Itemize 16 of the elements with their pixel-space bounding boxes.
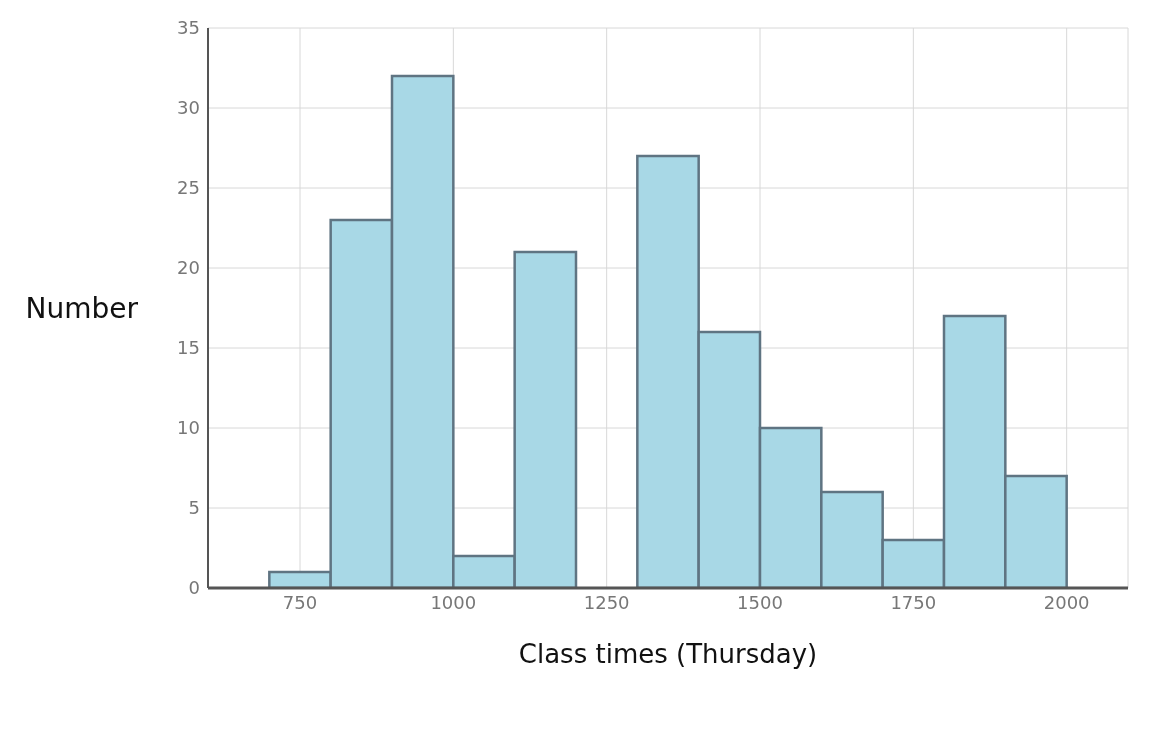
x-tick-label: 750 xyxy=(282,591,318,613)
x-tick-label: 1000 xyxy=(430,591,477,613)
y-tick-label: 20 xyxy=(177,257,200,279)
y-axis-title: Number xyxy=(25,291,139,325)
y-tick-label: 0 xyxy=(188,577,200,599)
y-tick-label: 5 xyxy=(188,497,200,519)
x-tick-label: 2000 xyxy=(1043,591,1090,613)
y-tick-label: 15 xyxy=(177,337,200,359)
x-axis-title: Class times (Thursday) xyxy=(518,639,818,669)
x-tick-label: 1500 xyxy=(737,591,783,613)
y-tick-label: 35 xyxy=(177,17,200,39)
y-tick-label: 10 xyxy=(177,417,200,439)
y-tick-label: 30 xyxy=(177,97,200,119)
y-tick-label: 25 xyxy=(177,177,200,199)
x-tick-label: 1250 xyxy=(583,591,630,613)
x-tick-label: 1750 xyxy=(890,591,937,613)
